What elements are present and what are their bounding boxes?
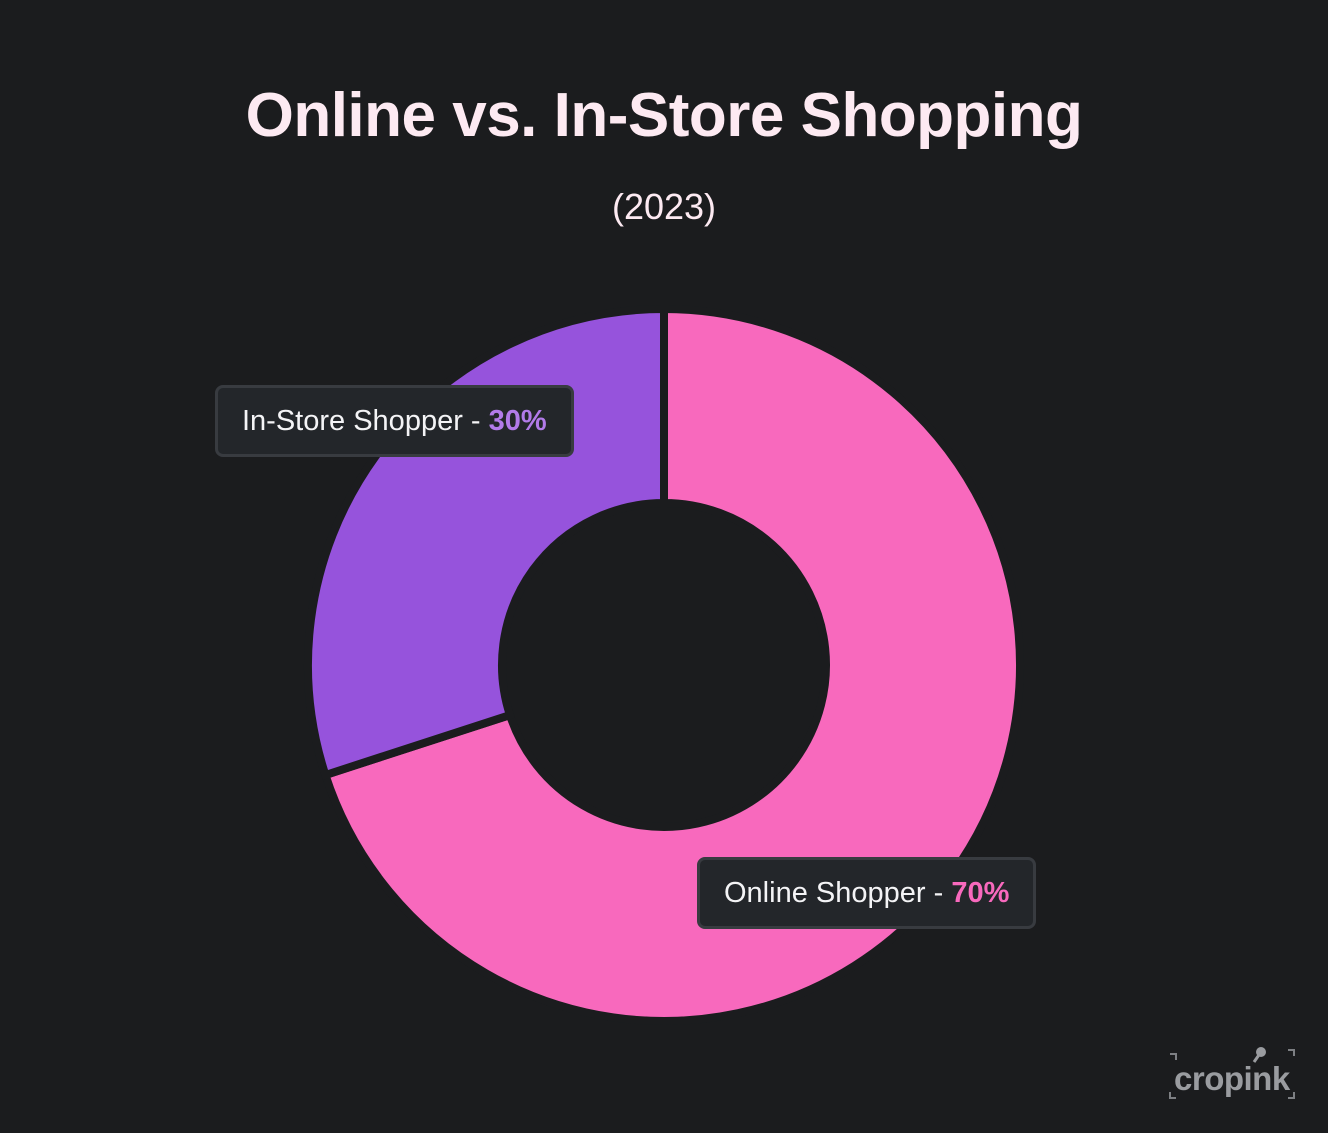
- cropink-logo: cropink: [1168, 1046, 1298, 1102]
- callout-in-store-shopper: In-Store Shopper - 30%: [215, 385, 574, 457]
- logo-frame-icon: [1169, 1047, 1295, 1099]
- donut-slice-online-shopper: [320, 304, 1024, 1025]
- callout-in-store-label: In-Store Shopper -: [242, 405, 489, 437]
- chart-title: Online vs. In-Store Shopping: [245, 81, 1083, 150]
- callout-online-shopper: Online Shopper - 70%: [697, 857, 1037, 929]
- callout-in-store-percent: 30%: [488, 405, 547, 437]
- donut-slice-in-store-shopper: [304, 304, 668, 781]
- callout-online-label: Online Shopper -: [724, 877, 952, 909]
- chart-subtitle: (2023): [611, 186, 717, 227]
- callout-online-percent: 70%: [951, 877, 1010, 909]
- logo-wordmark: cropink: [1174, 1060, 1290, 1097]
